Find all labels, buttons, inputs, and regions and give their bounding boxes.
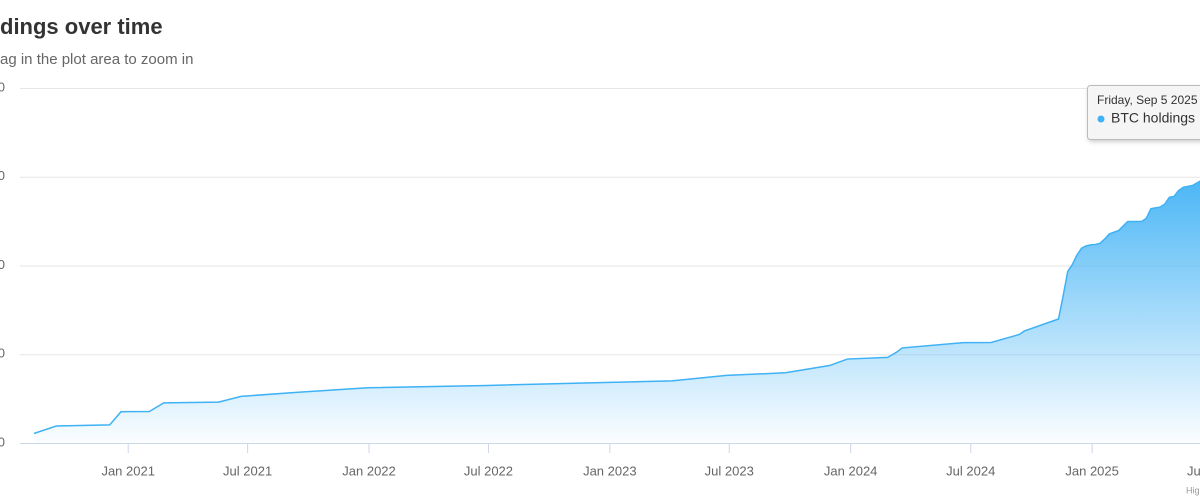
x-tick-label: Jan 2021	[101, 463, 155, 478]
y-tick-label: 600 000	[0, 168, 5, 183]
tooltip-bullet	[1097, 115, 1105, 123]
chart-subtitle: ag in the plot area to zoom in	[0, 51, 193, 68]
y-tick-label: 800 000	[0, 79, 5, 94]
x-tick-label: Jul 2024	[946, 463, 995, 478]
area-line	[33, 180, 1200, 435]
y-tick-label: 0	[0, 434, 5, 449]
tooltip-date: Friday, Sep 5 2025	[1097, 93, 1198, 107]
area-fill	[33, 181, 1200, 443]
tooltip-box	[1087, 85, 1200, 140]
x-tick-label: Jan 2023	[583, 463, 637, 478]
tooltip: Friday, Sep 5 2025 BTC holdings	[1087, 85, 1200, 140]
x-tick-label: Jan 2024	[824, 463, 878, 478]
credits: Highcharts.com	[1186, 485, 1200, 495]
x-tick-label: Jul 2022	[464, 463, 513, 478]
x-tick-label: Jan 2022	[342, 463, 396, 478]
x-tick-label: Jul 2021	[223, 463, 272, 478]
x-tick-label: Jan 2025	[1065, 463, 1119, 478]
x-tick-label: Jul 2023	[705, 463, 754, 478]
plot-area: 0 200 000 400 000 600 000 800 000 Jan 2021 Jul…	[0, 79, 1200, 478]
tooltip-series: BTC holdings	[1111, 110, 1195, 126]
chart-title: dings over time	[0, 14, 163, 39]
y-tick-label: 200 000	[0, 346, 5, 361]
y-tick-label: 400 000	[0, 257, 5, 272]
x-tick-label: Jul 2025	[1187, 463, 1200, 478]
